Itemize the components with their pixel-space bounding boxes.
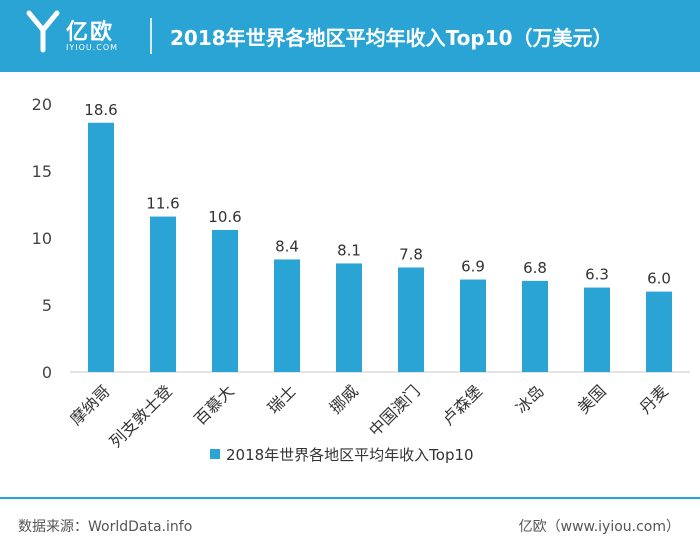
x-tick-label: 挪威: [326, 381, 362, 417]
credit-text: 亿欧（www.iyiou.com）: [518, 519, 680, 535]
data-label: 7.8: [399, 245, 423, 263]
bar: [584, 287, 610, 372]
data-label: 6.0: [647, 270, 671, 288]
bar: [212, 229, 238, 372]
data-source: 数据来源：WorldData.info: [18, 519, 193, 535]
bar: [336, 263, 362, 372]
x-tick-label: 列支敦士登: [106, 381, 176, 451]
logo-subtext: IYIOU.COM: [66, 43, 119, 52]
header-banner: 亿欧 IYIOU.COM 2018年世界各地区平均年收入Top10（万美元）: [0, 0, 700, 72]
bar: [460, 279, 486, 372]
data-label: 11.6: [146, 195, 179, 213]
y-tick-label: 20: [32, 95, 52, 114]
logo-icon: [26, 10, 60, 53]
bar: [88, 122, 114, 372]
footer-divider: [0, 497, 700, 499]
x-tick-label: 美国: [574, 381, 610, 417]
x-tick-label: 丹麦: [636, 381, 672, 417]
bar: [150, 216, 176, 372]
x-tick-label: 百慕大: [190, 381, 237, 428]
legend-swatch: [210, 449, 220, 459]
data-label: 8.1: [337, 241, 361, 259]
legend-label: 2018年世界各地区平均年收入Top10: [226, 446, 474, 464]
y-tick-label: 10: [32, 229, 52, 248]
y-tick-label: 5: [42, 296, 52, 315]
x-tick-label: 卢森堡: [438, 381, 485, 428]
data-label: 6.3: [585, 266, 609, 284]
data-label: 6.9: [461, 258, 485, 276]
page-title: 2018年世界各地区平均年收入Top10（万美元）: [170, 26, 613, 50]
x-tick-label: 中国澳门: [365, 381, 424, 440]
data-label: 18.6: [84, 101, 117, 119]
x-tick-label: 冰岛: [512, 381, 548, 417]
data-label: 8.4: [275, 237, 299, 255]
bar-chart: 0 5 10 15 20 18.6 摩纳哥 11.6 列支敦士登 10.6 百慕大 8.4 瑞士 8.1 挪…: [32, 95, 690, 464]
logo-text: 亿欧: [66, 20, 115, 45]
y-tick-label: 15: [32, 162, 52, 181]
x-tick-label: 瑞士: [264, 381, 300, 417]
x-tick-label: 摩纳哥: [66, 381, 113, 428]
header-divider: [150, 18, 152, 54]
bar: [522, 280, 548, 372]
bar: [274, 259, 300, 372]
logo: 亿欧 IYIOU.COM: [26, 10, 136, 62]
data-label: 6.8: [523, 259, 547, 277]
y-tick-label: 0: [42, 363, 52, 382]
data-label: 10.6: [208, 208, 241, 226]
bar: [398, 267, 424, 372]
bar: [646, 291, 672, 372]
